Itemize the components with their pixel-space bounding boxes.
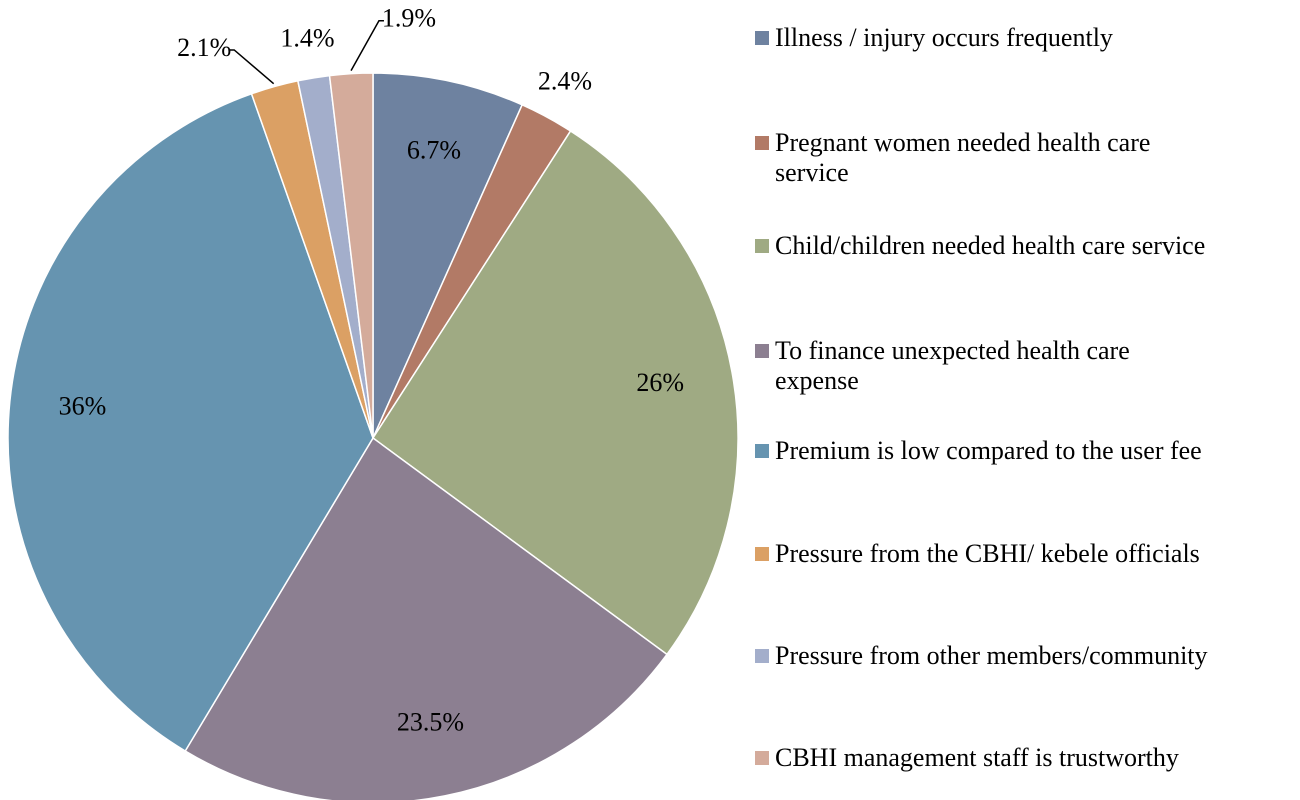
legend-label: Illness / injury occurs frequently [775,23,1113,52]
legend-item: Illness / injury occurs frequently [755,23,1295,53]
legend-item: Child/children needed health care servic… [755,231,1295,261]
data-label: 23.5% [397,707,464,736]
data-label: 1.4% [280,23,334,52]
leader-line [350,19,384,72]
legend-swatch [755,547,769,561]
legend-item: Premium is low compared to the user fee [755,436,1295,466]
legend-label: Premium is low compared to the user fee [775,436,1202,465]
legend-label: Pressure from the CBHI/ kebele officials [775,539,1200,568]
legend-label: CBHI management staff is trustworthy [775,743,1179,772]
legend-swatch [755,239,769,253]
legend-item: Pressure from the CBHI/ kebele officials [755,539,1295,569]
leader-line [229,49,275,85]
legend-item: To finance unexpected health care expens… [755,336,1175,396]
legend-swatch [755,344,769,358]
legend-swatch [755,751,769,765]
legend-label: Pregnant women needed health care servic… [775,128,1151,187]
data-label: 6.7% [407,135,461,164]
pie-slice [328,72,374,439]
legend-swatch [755,136,769,150]
legend-swatch [755,31,769,45]
pie-slice [372,72,524,439]
legend-label: To finance unexpected health care expens… [775,336,1130,395]
data-label: 2.1% [177,33,231,62]
legend-swatch [755,444,769,458]
pie-area: 6.7% 2.4% 26% 23.5% 36% 2.1% 1.4% 1.9% [7,4,739,800]
data-label: 26% [636,368,684,397]
data-label: 2.4% [538,67,592,96]
legend-label: Pressure from other members/community [775,641,1208,670]
legend-item: Pressure from other members/community [755,641,1295,671]
legend-label: Child/children needed health care servic… [775,231,1206,260]
data-label: 1.9% [382,4,436,33]
legend-swatch [755,649,769,663]
legend-item: Pregnant women needed health care servic… [755,128,1175,188]
pie-slice [7,92,374,753]
data-label: 36% [59,392,107,421]
pie-slice [371,130,739,656]
legend-item: CBHI management staff is trustworthy [755,743,1295,773]
pie-slice [184,436,668,800]
